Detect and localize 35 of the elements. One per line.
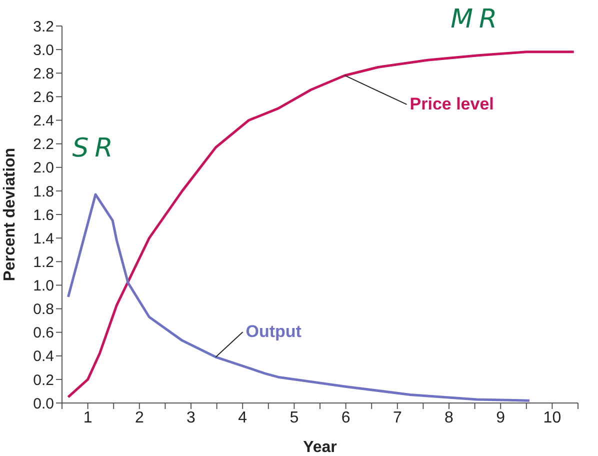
y-tick-label: 0.8 — [33, 301, 54, 318]
x-tick-label: 10 — [543, 409, 562, 426]
y-tick-label: 1.6 — [33, 206, 54, 224]
annotation: SR — [72, 133, 119, 164]
y-tick-label: 1.2 — [33, 254, 54, 271]
series-label: Output — [246, 322, 302, 342]
x-tick-label: 9 — [496, 409, 506, 426]
x-tick-label: 4 — [238, 409, 248, 426]
y-tick-label: 1.0 — [33, 278, 54, 295]
x-tick-label: 8 — [444, 409, 454, 426]
y-tick-label: 3.0 — [33, 42, 54, 59]
y-tick-label: 1.4 — [33, 230, 54, 248]
y-tick-label: 2.6 — [33, 89, 54, 106]
y-tick-label: 2.0 — [33, 160, 54, 177]
annotation: MR — [450, 4, 504, 34]
x-tick-label: 1 — [83, 409, 92, 426]
y-axis-title: Percent deviation — [2, 148, 19, 282]
y-tick-label: 2.4 — [33, 112, 54, 130]
x-axis-title: Year — [303, 439, 337, 456]
line-series — [66, 50, 576, 398]
x-tick-label: 2 — [134, 409, 144, 426]
y-tick-label: 2.8 — [33, 65, 54, 82]
y-tick-label: 3.2 — [33, 18, 54, 36]
series-label: Price level — [410, 94, 494, 114]
x-tick-label: 5 — [290, 409, 299, 426]
y-tick-label: 0.6 — [33, 324, 54, 342]
line-series — [66, 193, 531, 402]
x-tick-label: 6 — [341, 409, 350, 426]
y-tick-label: 0.0 — [33, 395, 54, 412]
y-tick-label: 2.2 — [33, 136, 54, 154]
x-tick-label: 7 — [392, 409, 402, 426]
y-tick-label: 1.8 — [33, 183, 54, 200]
y-tick-label: 0.4 — [33, 348, 54, 366]
x-tick-label: 3 — [186, 409, 196, 426]
y-tick-label: 0.2 — [33, 372, 54, 389]
